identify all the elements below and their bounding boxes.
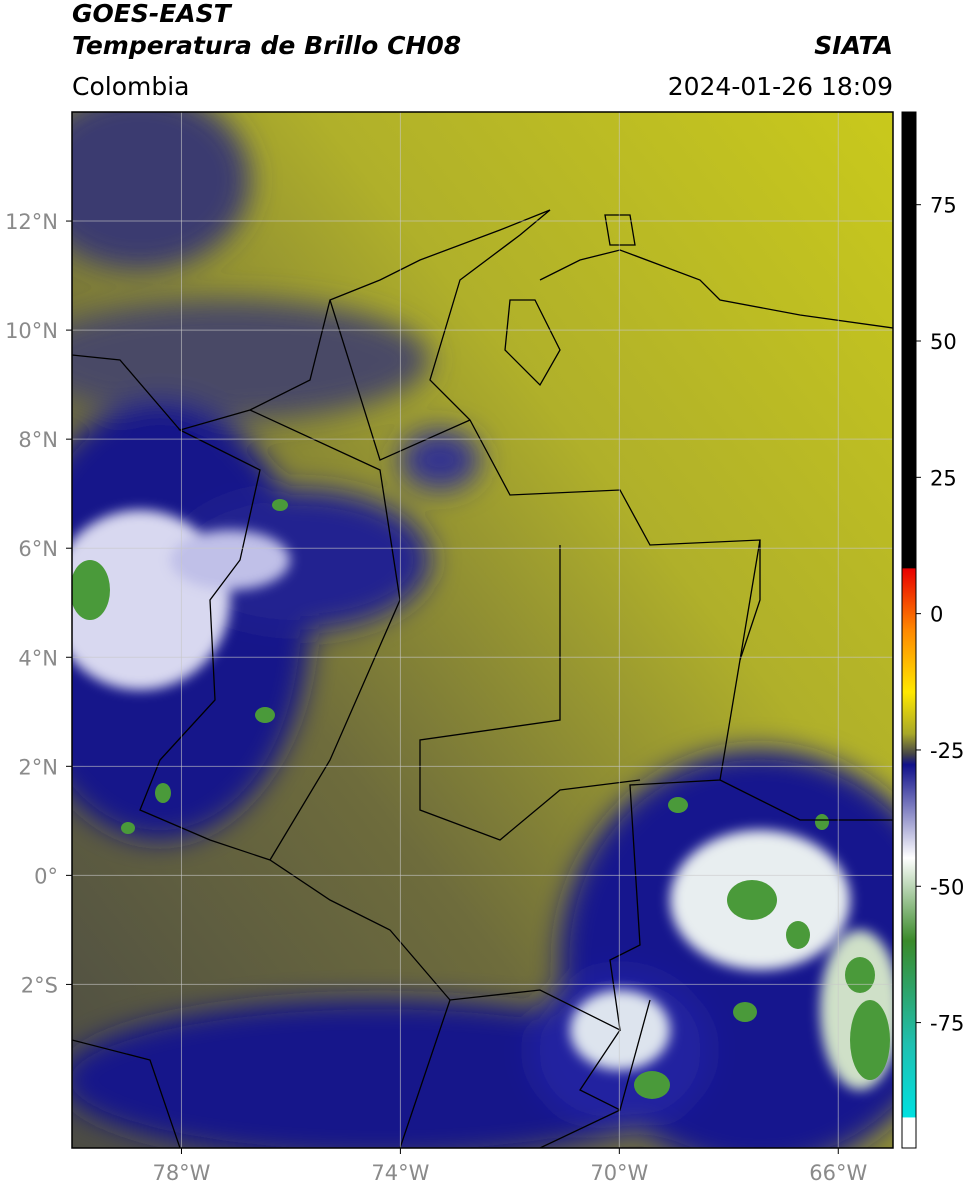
colorbar-tick-label: 0 — [930, 603, 943, 627]
lat-tick-label: 12°N — [5, 210, 58, 234]
datetime: 2024-01-26 18:09 — [668, 72, 893, 101]
colorbar-tick-label: 25 — [930, 466, 957, 490]
product: Temperatura de Brillo CH08 — [72, 31, 461, 60]
satellite-image — [72, 112, 893, 1148]
grid — [72, 112, 893, 1148]
lon-tick-label: 74°W — [371, 1161, 429, 1185]
map-frame — [71, 111, 894, 1149]
lon-tick-label: 70°W — [590, 1161, 648, 1185]
source: SIATA — [814, 31, 893, 60]
lat-tick-label: 2°S — [21, 973, 58, 997]
lat-tick-label: 4°N — [18, 646, 58, 670]
colorbar-tick-label: -50 — [930, 875, 964, 899]
colorbar-tick-label: 75 — [930, 194, 957, 218]
lat-tick-label: 0° — [34, 864, 58, 888]
lat-tick-label: 2°N — [18, 755, 58, 779]
lon-tick-label: 78°W — [152, 1161, 210, 1185]
region: Colombia — [72, 72, 189, 101]
colorbar-tick-label: 50 — [930, 330, 957, 354]
lat-tick-label: 10°N — [5, 319, 58, 343]
colorbar-tick-label: -25 — [930, 739, 964, 763]
satellite: GOES-EAST — [72, 0, 233, 28]
lat-tick-label: 6°N — [18, 537, 58, 561]
lat-tick-label: 8°N — [18, 428, 58, 452]
lon-tick-label: 66°W — [809, 1161, 867, 1185]
colorbar-tick-label: -75 — [930, 1012, 964, 1036]
colorbar — [901, 111, 917, 1149]
